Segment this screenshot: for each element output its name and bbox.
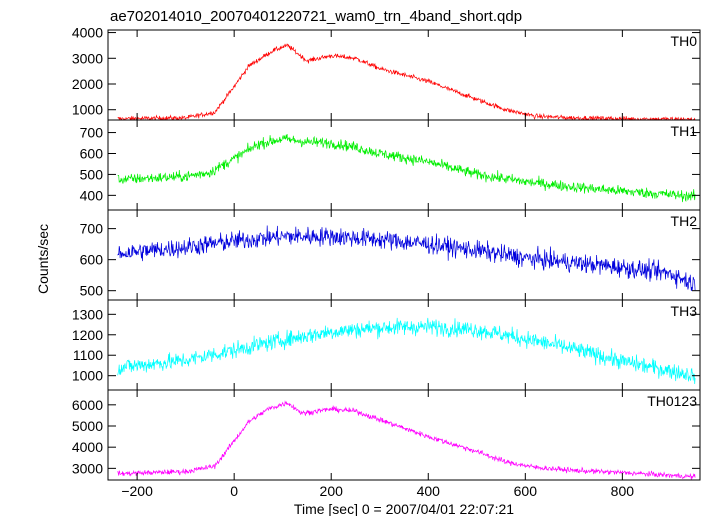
y-tick-label: 1000 [72,368,103,384]
y-tick-label: 1200 [72,327,103,343]
panel-th0: 1000 2000 3000 4000 TH0 [72,25,701,121]
series-line-th0123 [117,400,696,480]
panel-th2: 500 600 700 TH2 [80,209,701,301]
y-tick-label: 600 [80,145,104,161]
y-tick-label: 700 [80,125,104,141]
panel-frame [107,299,701,391]
y-tick-label: 400 [80,187,104,203]
y-tick-label: 3000 [72,50,103,66]
panel-label-th2: TH2 [671,213,698,229]
chart-title: ae702014010_20070401220721_wam0_trn_4ban… [110,8,522,25]
panels: 1000 2000 3000 4000 TH0 400 500 600 700 TH1 500 600… [72,25,701,481]
y-tick-label: 6000 [72,397,103,413]
y-tick-label: 1300 [72,306,103,322]
panel-frame [107,389,701,481]
y-tick-label: 500 [80,283,104,299]
x-tick-label: 600 [514,483,538,499]
panel-label-th3: TH3 [671,303,698,319]
y-tick-label: 4000 [72,439,103,455]
panel-th1: 400 500 600 700 TH1 [80,119,701,211]
panel-label-th0123: TH0123 [647,393,697,409]
y-tick-label: 1100 [73,347,103,363]
x-tick-label: 800 [611,483,635,499]
y-axis-label: Counts/sec [35,224,51,294]
x-tick-label: 400 [417,483,441,499]
y-tick-label: 4000 [72,25,103,41]
y-tick-label: 2000 [72,76,103,92]
y-tick-label: 1000 [72,102,103,118]
y-tick-label: 500 [80,166,104,182]
panel-frame [107,119,701,211]
x-tick-label: 0 [230,483,238,499]
x-axis-label: Time [sec] 0 = 2007/04/01 22:07:21 [294,501,514,516]
y-tick-label: 600 [80,252,104,268]
panel-label-th1: TH1 [671,123,698,139]
y-tick-label: 700 [80,221,104,237]
series-line-th1 [117,133,696,203]
panel-label-th0: TH0 [671,33,698,49]
series-line-th0 [117,43,696,120]
panel-th3: 1000 1100 1200 1300 TH3 [72,299,701,391]
x-tick-label: 200 [320,483,344,499]
x-tick-label: −200 [121,483,153,499]
series-line-th2 [117,225,696,292]
panel-th0123: 3000 4000 5000 6000 TH0123 [72,389,701,481]
y-tick-label: 3000 [72,460,103,476]
series-line-th3 [117,317,696,385]
panel-frame [107,209,701,301]
x-axis: −200 0 200 400 600 800 [121,483,634,499]
y-tick-label: 5000 [72,418,103,434]
